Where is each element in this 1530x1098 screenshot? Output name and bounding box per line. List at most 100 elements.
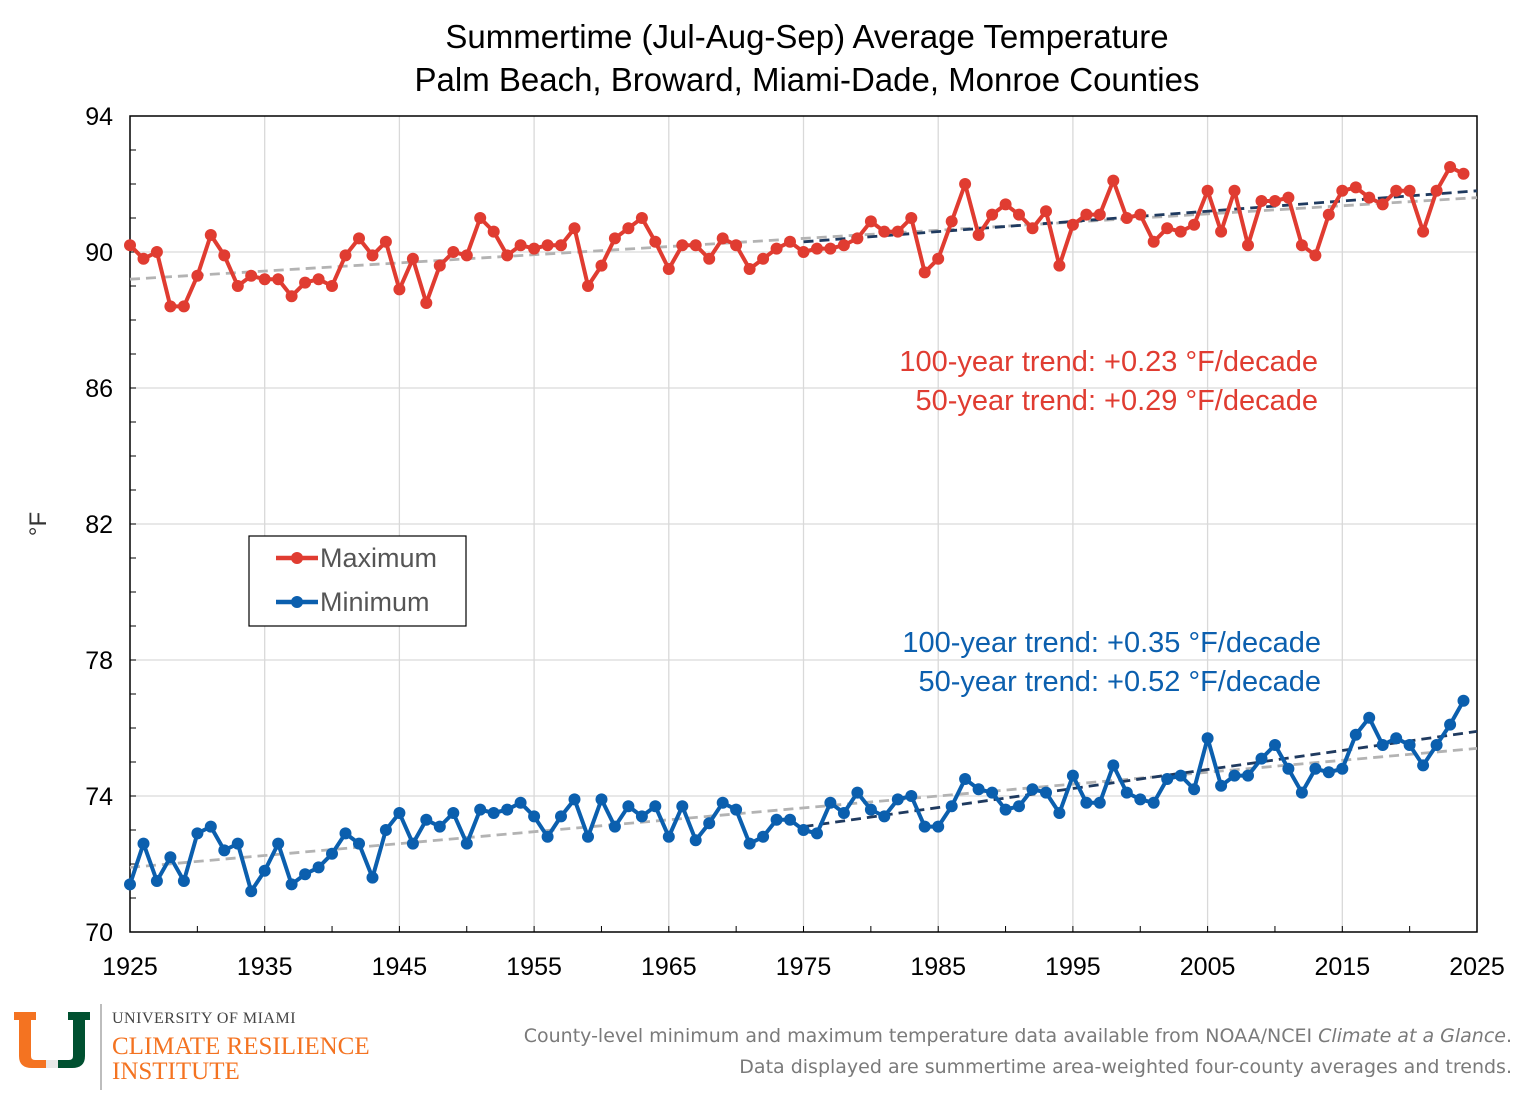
y-tick-label-86: 86 <box>85 375 113 403</box>
point-minimum-1944 <box>379 824 392 836</box>
x-tick-label-1975: 1975 <box>776 953 832 981</box>
point-maximum-1925 <box>124 239 136 252</box>
point-maximum-1931 <box>204 229 217 241</box>
x-tick-label-2025: 2025 <box>1449 953 1505 981</box>
chart-title: Summertime (Jul-Aug-Sep) Average Tempera… <box>445 18 1168 55</box>
point-minimum-2001 <box>1147 796 1160 809</box>
point-maximum-2018 <box>1376 198 1389 211</box>
point-maximum-2003 <box>1174 225 1187 238</box>
point-maximum-1960 <box>595 259 608 272</box>
university-name: UNIVERSITY OF MIAMI <box>112 1010 297 1027</box>
point-minimum-1947 <box>420 813 433 826</box>
point-minimum-1931 <box>204 820 217 833</box>
point-maximum-1939 <box>312 273 325 286</box>
point-minimum-1976 <box>811 827 823 840</box>
x-tick-label-1985: 1985 <box>910 953 966 981</box>
point-minimum-1957 <box>555 810 567 823</box>
point-maximum-1930 <box>191 269 204 282</box>
x-tick-label-1965: 1965 <box>641 953 697 981</box>
point-minimum-1977 <box>824 796 837 809</box>
point-minimum-1984 <box>918 820 931 833</box>
point-minimum-2015 <box>1336 762 1349 775</box>
point-minimum-1990 <box>999 803 1012 816</box>
point-maximum-1962 <box>622 222 635 235</box>
point-maximum-1951 <box>474 212 487 224</box>
temperature-chart: Summertime (Jul-Aug-Sep) Average Tempera… <box>25 18 1505 981</box>
point-minimum-1980 <box>864 803 877 816</box>
point-maximum-1952 <box>487 225 500 238</box>
point-minimum-1961 <box>608 820 621 833</box>
point-maximum-2005 <box>1201 184 1214 197</box>
point-minimum-1936 <box>272 837 285 850</box>
point-minimum-1972 <box>757 830 770 843</box>
point-minimum-1986 <box>945 800 958 813</box>
point-minimum-1925 <box>124 878 136 891</box>
point-minimum-1971 <box>743 837 756 850</box>
point-maximum-1969 <box>716 232 729 245</box>
point-minimum-2016 <box>1349 728 1362 741</box>
point-maximum-1940 <box>326 280 338 292</box>
point-maximum-1992 <box>1026 222 1039 235</box>
footer-divider <box>100 1004 102 1090</box>
point-maximum-1942 <box>353 232 365 245</box>
point-maximum-1974 <box>784 235 796 248</box>
point-maximum-1956 <box>541 239 554 252</box>
point-maximum-1989 <box>986 208 999 221</box>
point-maximum-2001 <box>1147 235 1160 248</box>
point-maximum-1993 <box>1040 205 1052 218</box>
point-maximum-1999 <box>1120 212 1133 224</box>
point-maximum-1926 <box>137 252 150 265</box>
point-maximum-1994 <box>1053 259 1066 272</box>
point-minimum-1995 <box>1066 769 1079 782</box>
point-maximum-1970 <box>730 239 743 252</box>
point-maximum-2011 <box>1282 191 1295 204</box>
point-minimum-1975 <box>797 824 810 836</box>
point-maximum-1975 <box>797 246 810 258</box>
legend: Maximum Minimum <box>248 535 467 627</box>
point-minimum-1993 <box>1040 786 1052 799</box>
point-minimum-2012 <box>1295 786 1308 799</box>
point-maximum-2021 <box>1417 225 1430 238</box>
point-maximum-2014 <box>1322 208 1335 221</box>
point-maximum-2007 <box>1228 184 1241 197</box>
point-minimum-2017 <box>1363 711 1376 724</box>
point-minimum-1933 <box>231 837 244 850</box>
point-maximum-1967 <box>689 239 702 252</box>
point-maximum-2004 <box>1188 218 1201 231</box>
point-maximum-1981 <box>878 225 891 238</box>
point-minimum-1989 <box>986 786 999 799</box>
point-maximum-1961 <box>608 232 621 245</box>
min-trend-50-label: 50-year trend: +0.52 °F/decade <box>918 666 1321 698</box>
point-maximum-1950 <box>460 249 473 262</box>
x-tick-label-1945: 1945 <box>372 953 428 981</box>
point-minimum-1998 <box>1107 759 1120 772</box>
point-minimum-1985 <box>932 820 945 833</box>
point-minimum-1962 <box>622 800 635 813</box>
point-maximum-1941 <box>339 249 352 262</box>
point-minimum-1953 <box>501 803 514 816</box>
point-maximum-1928 <box>164 300 177 313</box>
point-maximum-1944 <box>379 235 392 248</box>
point-maximum-1955 <box>528 242 541 255</box>
point-minimum-1937 <box>285 878 298 891</box>
point-minimum-1999 <box>1120 786 1133 799</box>
point-minimum-1948 <box>433 820 446 833</box>
point-minimum-1973 <box>770 813 783 826</box>
point-maximum-1991 <box>1013 208 1025 221</box>
footer: UNIVERSITY OF MIAMI CLIMATE RESILIENCE I… <box>0 1000 1530 1098</box>
point-minimum-1997 <box>1093 796 1106 809</box>
legend-marker-minimum <box>291 596 303 608</box>
legend-marker-maximum <box>291 552 303 564</box>
point-maximum-2008 <box>1242 239 1254 252</box>
point-maximum-1946 <box>406 252 419 265</box>
point-minimum-1994 <box>1053 807 1066 819</box>
series-line-minimum <box>128 699 1466 894</box>
point-maximum-2006 <box>1215 225 1228 238</box>
source-note: County-level minimum and maximum tempera… <box>524 1025 1512 1047</box>
point-maximum-1998 <box>1107 174 1120 187</box>
point-minimum-1939 <box>312 861 325 874</box>
legend-entry-maximum: Maximum <box>276 543 437 573</box>
point-maximum-2010 <box>1269 195 1281 207</box>
trend-line-maximum-100-year <box>129 196 1478 281</box>
x-tick-label-2005: 2005 <box>1180 953 1236 981</box>
